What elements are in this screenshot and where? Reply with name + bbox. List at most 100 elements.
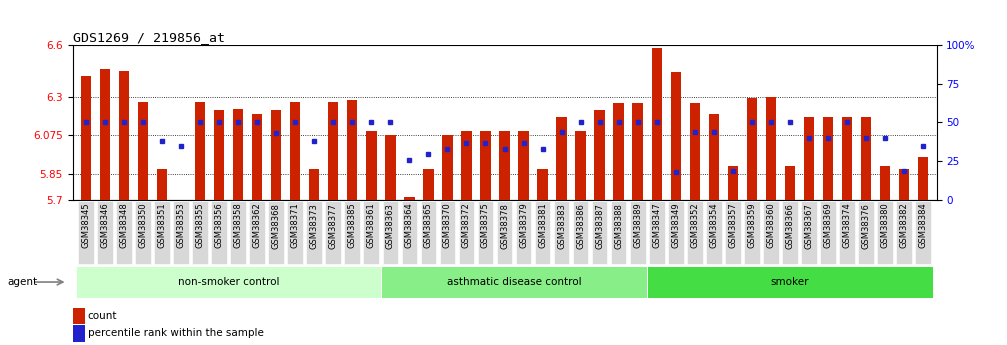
FancyBboxPatch shape <box>516 201 532 264</box>
Bar <box>671 72 681 200</box>
Text: GSM38384: GSM38384 <box>918 203 927 248</box>
FancyBboxPatch shape <box>649 201 665 264</box>
Bar <box>880 166 890 200</box>
FancyBboxPatch shape <box>573 201 588 264</box>
Bar <box>594 110 605 200</box>
Text: GSM38369: GSM38369 <box>824 203 833 248</box>
Text: GSM38381: GSM38381 <box>538 203 547 248</box>
Bar <box>157 169 167 200</box>
Bar <box>765 97 776 200</box>
Bar <box>328 102 338 200</box>
Text: GSM38382: GSM38382 <box>899 203 908 248</box>
Text: GSM38379: GSM38379 <box>519 203 528 248</box>
FancyBboxPatch shape <box>554 201 569 264</box>
Text: GSM38372: GSM38372 <box>462 203 471 248</box>
FancyBboxPatch shape <box>78 201 94 264</box>
Bar <box>632 104 642 200</box>
Text: GSM38357: GSM38357 <box>728 203 737 248</box>
FancyBboxPatch shape <box>383 201 398 264</box>
Bar <box>861 117 871 200</box>
Text: GSM38360: GSM38360 <box>766 203 775 248</box>
FancyBboxPatch shape <box>325 201 341 264</box>
FancyBboxPatch shape <box>268 201 284 264</box>
FancyBboxPatch shape <box>877 201 893 264</box>
Text: GSM38351: GSM38351 <box>157 203 166 248</box>
Bar <box>194 102 205 200</box>
Bar <box>556 117 567 200</box>
Text: GSM38350: GSM38350 <box>138 203 147 248</box>
Text: GSM38388: GSM38388 <box>614 203 623 249</box>
Text: GSM38353: GSM38353 <box>176 203 185 248</box>
FancyBboxPatch shape <box>192 201 207 264</box>
FancyBboxPatch shape <box>77 266 381 298</box>
Bar <box>423 169 434 200</box>
FancyBboxPatch shape <box>896 201 912 264</box>
Text: GSM38364: GSM38364 <box>405 203 414 248</box>
Bar <box>728 166 738 200</box>
Bar <box>309 169 319 200</box>
Text: percentile rank within the sample: percentile rank within the sample <box>88 328 264 338</box>
Bar <box>213 110 225 200</box>
FancyBboxPatch shape <box>173 201 188 264</box>
FancyBboxPatch shape <box>630 201 645 264</box>
FancyBboxPatch shape <box>744 201 759 264</box>
FancyBboxPatch shape <box>154 201 170 264</box>
Text: GSM38363: GSM38363 <box>386 203 395 249</box>
Bar <box>385 135 396 200</box>
FancyBboxPatch shape <box>364 201 379 264</box>
Text: GSM38365: GSM38365 <box>424 203 433 248</box>
FancyBboxPatch shape <box>839 201 855 264</box>
FancyBboxPatch shape <box>97 201 113 264</box>
FancyBboxPatch shape <box>250 201 265 264</box>
Bar <box>690 104 700 200</box>
Text: GSM38354: GSM38354 <box>709 203 718 248</box>
Bar <box>81 76 91 200</box>
Bar <box>784 166 796 200</box>
Text: GSM38355: GSM38355 <box>195 203 204 248</box>
FancyBboxPatch shape <box>687 201 703 264</box>
Bar <box>499 131 510 200</box>
FancyBboxPatch shape <box>421 201 436 264</box>
Bar <box>842 117 852 200</box>
Text: GSM38376: GSM38376 <box>862 203 871 249</box>
Bar <box>100 69 110 200</box>
Text: non-smoker control: non-smoker control <box>178 277 279 287</box>
Bar <box>367 131 377 200</box>
Bar <box>404 197 415 200</box>
Bar <box>519 131 529 200</box>
FancyBboxPatch shape <box>496 201 513 264</box>
Bar <box>823 117 833 200</box>
FancyBboxPatch shape <box>858 201 874 264</box>
FancyBboxPatch shape <box>821 201 836 264</box>
Text: GDS1269 / 219856_at: GDS1269 / 219856_at <box>73 31 225 44</box>
Text: GSM38385: GSM38385 <box>347 203 356 248</box>
Bar <box>271 110 281 200</box>
Text: GSM38352: GSM38352 <box>691 203 699 248</box>
FancyBboxPatch shape <box>668 201 684 264</box>
Bar <box>652 48 662 200</box>
FancyBboxPatch shape <box>706 201 722 264</box>
Text: GSM38377: GSM38377 <box>328 203 337 249</box>
Bar <box>804 117 815 200</box>
Text: GSM38348: GSM38348 <box>120 203 128 248</box>
Bar <box>138 102 148 200</box>
Text: GSM38346: GSM38346 <box>101 203 110 248</box>
Text: agent: agent <box>7 277 37 287</box>
FancyBboxPatch shape <box>402 201 417 264</box>
FancyBboxPatch shape <box>231 201 246 264</box>
Bar <box>233 109 244 200</box>
Bar <box>709 114 719 200</box>
Text: GSM38361: GSM38361 <box>367 203 376 248</box>
Bar <box>480 131 490 200</box>
FancyBboxPatch shape <box>344 201 361 264</box>
Bar <box>746 98 757 200</box>
FancyBboxPatch shape <box>458 201 474 264</box>
Text: GSM38371: GSM38371 <box>291 203 300 248</box>
Text: GSM38389: GSM38389 <box>633 203 642 248</box>
Text: GSM38368: GSM38368 <box>272 203 281 249</box>
FancyBboxPatch shape <box>725 201 741 264</box>
Bar <box>442 135 453 200</box>
Text: GSM38359: GSM38359 <box>747 203 756 248</box>
Bar <box>347 100 357 200</box>
Bar <box>918 157 928 200</box>
